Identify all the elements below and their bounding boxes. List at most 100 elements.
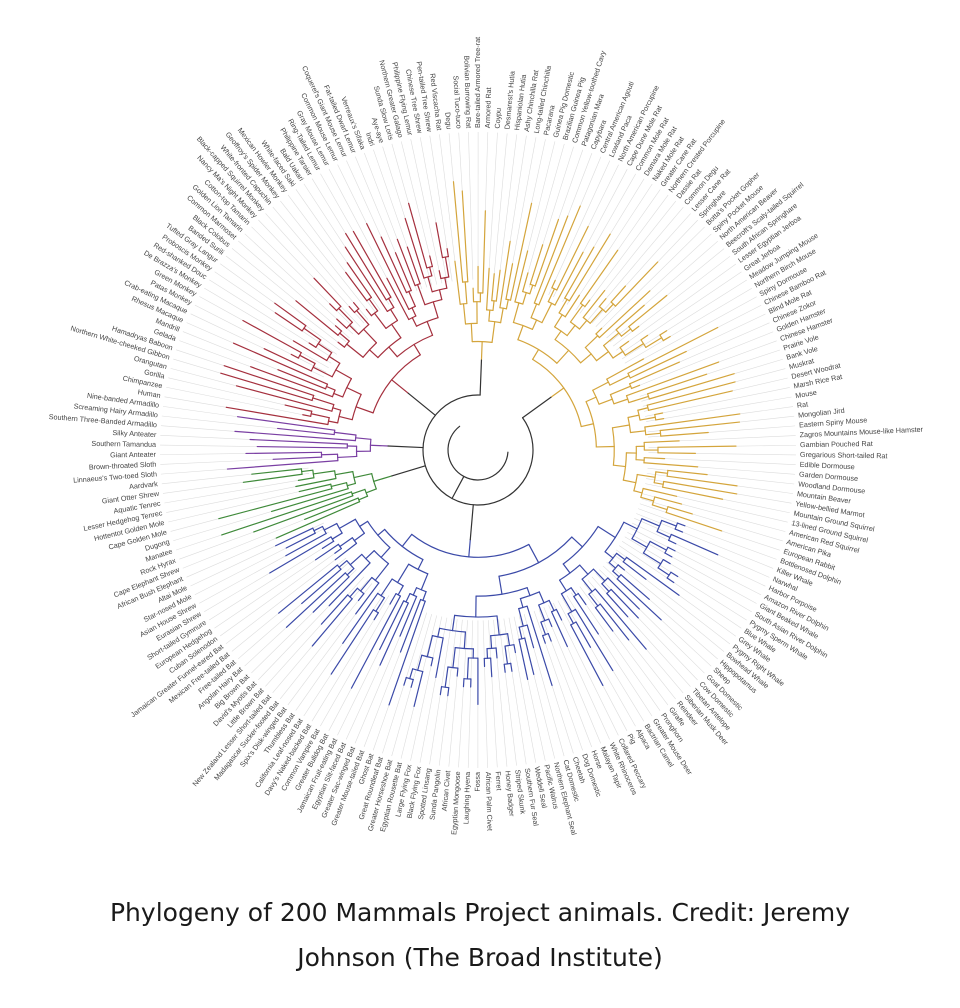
branch-stem <box>430 657 434 667</box>
branch-stem <box>401 533 413 548</box>
branch-stem <box>297 477 315 481</box>
branch-stem <box>334 542 358 561</box>
branch-stem <box>645 337 663 348</box>
branch-stem <box>667 546 676 552</box>
branch-stem <box>338 560 348 568</box>
branch-stem <box>454 260 461 305</box>
branch-stem <box>437 627 441 638</box>
branch-stem <box>274 312 303 332</box>
branch-stem <box>538 604 546 622</box>
branch-stem <box>499 240 511 309</box>
branch-stem <box>530 303 538 319</box>
branch-stem <box>601 583 610 593</box>
branch-arc <box>447 425 509 481</box>
branch-stem <box>649 540 668 551</box>
leaf-label: Edible Dormouse <box>799 460 854 472</box>
branch-stem <box>581 578 593 593</box>
leaf-guide-line <box>621 279 747 360</box>
branch-stem <box>234 430 357 442</box>
leaf-label: Degu <box>443 112 454 130</box>
leaf-guide-line <box>624 536 752 613</box>
branch-stem <box>428 266 433 277</box>
branch-stem <box>577 592 587 606</box>
branch-stem <box>373 312 387 329</box>
branch-stem <box>314 543 340 561</box>
leaf-guide-line <box>624 288 752 364</box>
branch-stem <box>338 415 353 421</box>
leaf-guide-line <box>493 619 508 767</box>
branch-stem <box>580 423 595 428</box>
branch-stem <box>570 624 604 687</box>
branch-stem <box>317 343 333 354</box>
branch-stem <box>676 522 686 527</box>
branch-stem <box>339 537 353 548</box>
branch-stem <box>426 635 434 658</box>
branch-stem <box>337 341 345 348</box>
branch-stem <box>366 223 410 310</box>
branch-stem <box>529 284 534 295</box>
branch-stem <box>627 326 719 374</box>
branch-stem <box>226 460 339 470</box>
branch-stem <box>313 277 342 307</box>
branch-stem <box>470 322 473 343</box>
branch-stem <box>512 302 520 324</box>
branch-stem <box>564 294 580 318</box>
leaf-guide-line <box>498 134 518 281</box>
branch-stem <box>404 217 425 279</box>
leaf-guide-line <box>265 576 365 687</box>
branch-stem <box>389 308 399 322</box>
branch-stem <box>452 181 464 283</box>
branch-stem <box>285 572 346 628</box>
branch-stem <box>662 335 671 342</box>
branch-stem <box>388 600 426 706</box>
leaf-guide-line <box>583 583 676 700</box>
branch-stem <box>346 567 355 576</box>
tree-branches <box>218 181 741 707</box>
branch-stem <box>399 598 422 653</box>
leaf-label: Aardvark <box>129 479 159 491</box>
branch-stem <box>360 576 373 592</box>
leaf-label: Gambian Pouched Rat <box>800 439 873 449</box>
branch-stem <box>636 473 656 478</box>
branch-stem <box>607 577 640 610</box>
branch-stem <box>389 593 397 605</box>
branch-stem <box>629 430 646 434</box>
branch-stem <box>377 528 386 536</box>
leaf-guide-line <box>225 553 344 645</box>
branch-stem <box>598 290 651 339</box>
branch-stem <box>337 455 358 459</box>
branch-stem <box>574 608 614 672</box>
branch-stem <box>284 404 313 412</box>
branch-stem <box>422 591 427 601</box>
branch-stem <box>661 519 677 527</box>
leaf-guide-line <box>533 610 583 751</box>
leaf-guide-line <box>279 583 373 700</box>
branch-stem <box>277 427 335 436</box>
branch-stem <box>355 582 380 615</box>
branch-stem <box>356 309 370 326</box>
branch-stem <box>456 667 459 677</box>
branch-stem <box>396 563 410 584</box>
branch-stem <box>345 232 387 301</box>
branch-stem <box>597 525 616 539</box>
branch-stem <box>612 464 627 468</box>
leaf-guide-line <box>488 132 498 280</box>
branch-stem <box>386 277 410 321</box>
branch-stem <box>580 353 592 364</box>
branch-stem <box>411 317 418 327</box>
leaf-label: Giant Anteater <box>110 450 157 460</box>
branch-stem <box>236 416 336 431</box>
branch-stem <box>518 638 529 680</box>
branch-stem <box>490 657 493 678</box>
branch-stem <box>522 272 529 293</box>
leaf-label: Ferret <box>494 771 504 791</box>
branch-stem <box>595 327 603 335</box>
branch-stem <box>611 424 631 429</box>
branch-stem <box>640 334 649 341</box>
branch-stem <box>643 440 680 444</box>
branch-stem <box>435 637 444 679</box>
branch-stem <box>521 396 552 419</box>
branch-stem <box>275 527 314 547</box>
leaf-label: Coypu <box>493 108 503 129</box>
branch-stem <box>462 303 467 325</box>
